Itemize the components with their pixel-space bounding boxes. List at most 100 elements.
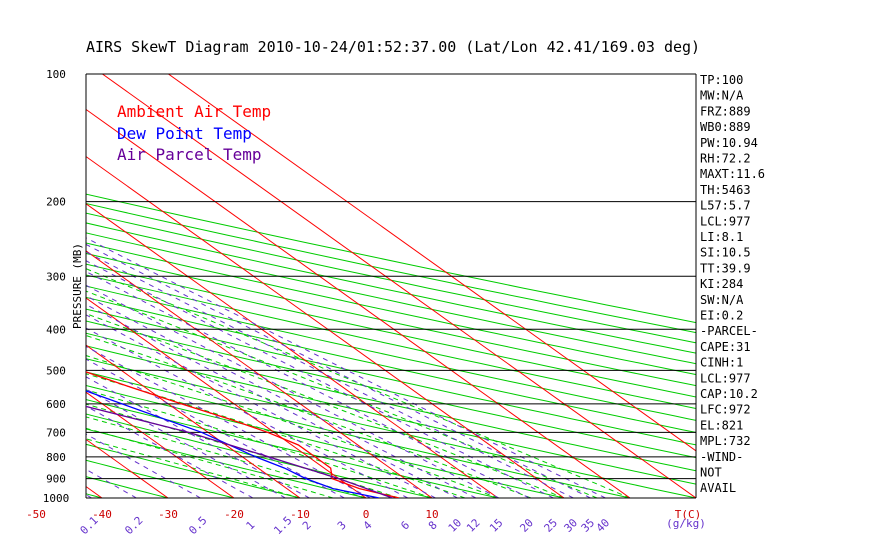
dry-adiabat-line — [86, 232, 696, 365]
index-entry: KI:284 — [700, 277, 743, 291]
mixing-ratio-line — [86, 295, 477, 498]
isotherms-layer — [0, 74, 696, 498]
dry-adiabat-line — [86, 332, 696, 472]
ambient-air-temp-profile — [86, 371, 400, 498]
pressure-tick-label: 1000 — [43, 492, 70, 505]
index-entry: RH:72.2 — [700, 152, 751, 166]
index-entry: WB0:889 — [700, 120, 751, 134]
mixing-ratio-tick-label: 3 — [335, 519, 349, 533]
mixing-ratio-tick-label: 1 — [244, 519, 258, 533]
mixing-ratio-line — [86, 237, 606, 498]
index-entry: MW:N/A — [700, 89, 744, 103]
dry-adiabat-line — [86, 263, 696, 398]
index-entry: NOT — [700, 466, 722, 480]
dry-adiabat-line — [86, 222, 696, 354]
dry-adiabat-line — [86, 320, 696, 459]
isotherm-line — [86, 203, 499, 498]
index-entry: MAXT:11.6 — [700, 167, 765, 181]
bottom-temp-tick-label: -20 — [224, 508, 244, 521]
dry-adiabat-line — [86, 443, 301, 498]
legend-dew-point-temp: Dew Point Temp — [117, 124, 252, 143]
y-axis-label: PRESSURE (MB) — [71, 243, 84, 329]
pressure-tick-label: 200 — [46, 196, 66, 209]
mixing-ratio-line — [86, 327, 408, 498]
mixing-ratio-tick-label: 6 — [398, 519, 412, 533]
bottom-temp-tick-label: -50 — [26, 508, 46, 521]
index-entry: CAP:10.2 — [700, 387, 758, 401]
pressure-tick-label: 400 — [46, 323, 66, 336]
index-entry: PW:10.94 — [700, 136, 758, 150]
index-entry: L57:5.7 — [700, 199, 751, 213]
profiles-layer — [86, 371, 400, 498]
isotherm-line — [86, 344, 301, 498]
bottom-temp-tick-label: -40 — [92, 508, 112, 521]
isotherm-line — [86, 391, 235, 498]
dry-adiabat-line — [86, 193, 696, 324]
index-entry: TT:39.9 — [700, 261, 751, 275]
pressure-tick-label: 100 — [46, 68, 66, 81]
index-entry: EI:0.2 — [700, 309, 743, 323]
index-entry: LCL:977 — [700, 214, 751, 228]
index-entry: LI:8.1 — [700, 230, 743, 244]
mixing-ratio-line — [86, 303, 458, 498]
dry-adiabat-line — [86, 296, 696, 433]
index-entry: TH:5463 — [700, 183, 751, 197]
index-entry: SW:N/A — [700, 293, 744, 307]
air-parcel-temp-profile — [86, 405, 393, 498]
index-entry: LFC:972 — [700, 403, 751, 417]
bottom-temp-tick-label: 10 — [425, 508, 438, 521]
dry-adiabat-line — [86, 428, 367, 498]
isotherm-line — [102, 74, 696, 498]
isotherm-line — [86, 250, 433, 498]
dry-adiabat-line — [0, 74, 36, 498]
pressure-tick-label: 700 — [46, 426, 66, 439]
legend-air-parcel-temp: Air Parcel Temp — [117, 145, 262, 164]
index-entry: LCL:977 — [700, 371, 751, 385]
legend-ambient-air-temp: Ambient Air Temp — [117, 102, 271, 121]
moist-adiabat-line — [86, 313, 565, 498]
mixing-ratio-tick-label: 15 — [487, 516, 506, 535]
mixing-ratio-tick-label: 0.5 — [186, 514, 209, 537]
plot-area — [0, 73, 697, 499]
dry-adiabat-line — [86, 385, 565, 498]
index-entry: EL:821 — [700, 418, 743, 432]
mixing-ratio-tick-label: 30 — [562, 516, 581, 535]
mixing-ratio-unit-label: (g/kg) — [666, 517, 706, 530]
bottom-temp-tick-label: 0 — [363, 508, 370, 521]
moist-adiabat-line — [86, 427, 334, 498]
dry-adiabat-line — [86, 308, 696, 446]
isotherm-line — [86, 155, 565, 498]
pressure-tick-label: 600 — [46, 398, 66, 411]
pressure-tick-label: 800 — [46, 451, 66, 464]
dew-point-temp-profile — [86, 390, 380, 498]
moist-adiabat-line — [86, 334, 532, 498]
mixing-ratio-line — [86, 388, 286, 498]
pressure-tick-label: 300 — [46, 270, 66, 283]
mixing-ratio-line — [86, 314, 436, 498]
mixing-ratio-tick-label: 20 — [517, 516, 536, 535]
index-entry: SI:10.5 — [700, 246, 751, 260]
dry-adiabat-line — [86, 203, 696, 334]
index-entry: CAPE:31 — [700, 340, 751, 354]
mixing-ratio-line — [86, 345, 371, 498]
mixing-ratio-line — [86, 243, 591, 498]
pressure-tick-label: 900 — [46, 473, 66, 486]
dry-adiabat-line — [86, 358, 696, 498]
dry-adiabat-line — [86, 212, 696, 344]
index-entry: AVAIL — [700, 481, 736, 495]
dry-adiabat-line — [86, 459, 235, 498]
mixing-ratio-tick-label: 40 — [594, 516, 613, 535]
mixing-ratio-tick-label: 25 — [542, 516, 561, 535]
isotherm-line — [86, 108, 631, 498]
isotherm-line — [168, 74, 696, 452]
moist-adiabat-line — [86, 268, 631, 498]
chart-title: AIRS SkewT Diagram 2010-10-24/01:52:37.0… — [86, 38, 700, 56]
index-entry: MPL:732 — [700, 434, 751, 448]
isotherm-line — [0, 74, 36, 498]
mixing-ratio-tick-label: 0.2 — [122, 514, 145, 537]
index-entry: -PARCEL- — [700, 324, 758, 338]
dry-adiabat-line — [86, 285, 696, 421]
mixing-ratio-tick-label: 10 — [446, 516, 465, 535]
legend: Ambient Air Temp Dew Point Temp Air Parc… — [117, 102, 271, 164]
